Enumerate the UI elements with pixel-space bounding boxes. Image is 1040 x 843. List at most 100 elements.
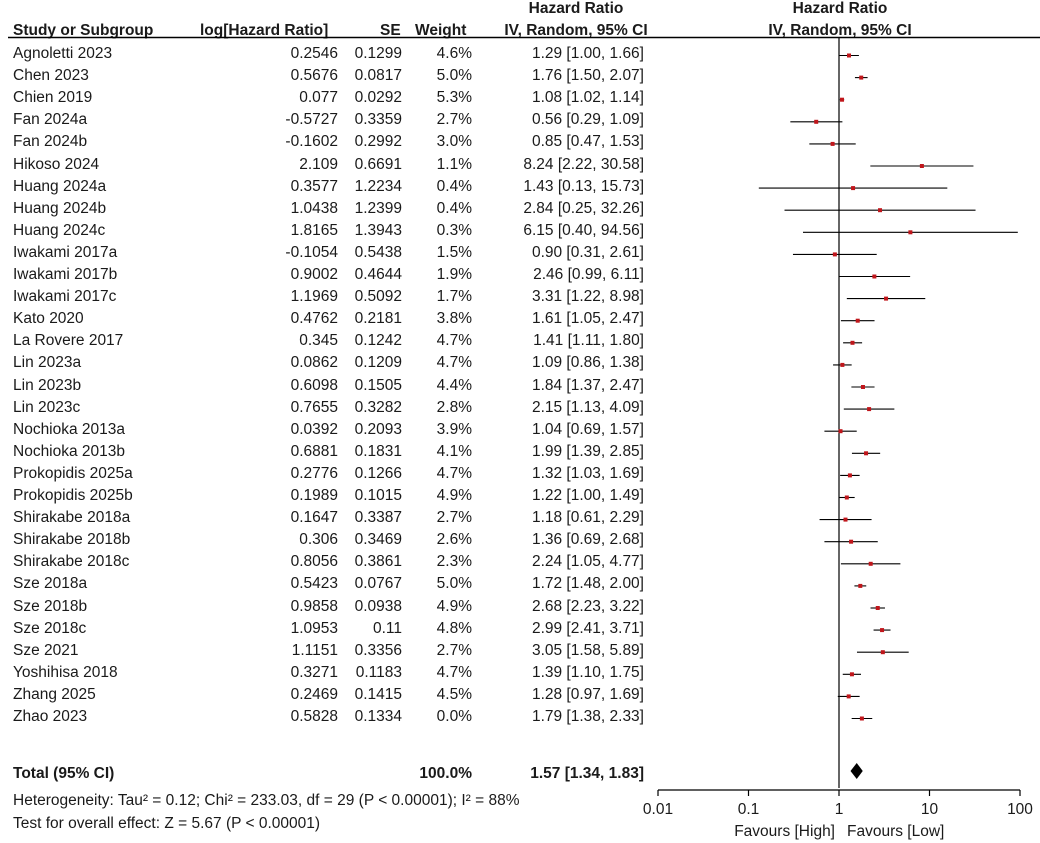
study-weight: 3.9% [436, 420, 472, 438]
study-name: Huang 2024c [13, 221, 106, 239]
plot-header-bottom: IV, Random, 95% CI [768, 22, 912, 39]
study-name: Sze 2018c [13, 619, 87, 637]
effect-marker [843, 517, 848, 522]
hazard-ratio-ci: 1.08 [1.02, 1.14] [531, 89, 644, 107]
study-name: Lin 2023b [13, 376, 82, 394]
study-name: Shirakabe 2018a [13, 509, 131, 527]
study-weight: 2.7% [436, 509, 472, 527]
study-weight: 4.7% [436, 663, 472, 681]
log-hazard-ratio: 0.1647 [290, 509, 338, 527]
x-tick-label: 0.1 [738, 801, 760, 818]
col-header-loghr: log[Hazard Ratio] [200, 22, 329, 39]
study-name: Sze 2018a [13, 575, 88, 593]
hazard-ratio-ci: 2.84 [0.25, 32.26] [523, 199, 644, 217]
study-name: Shirakabe 2018c [13, 553, 130, 571]
hazard-ratio-ci: 3.05 [1.58, 5.89] [531, 641, 644, 659]
standard-error: 0.3282 [354, 398, 402, 416]
effect-marker [830, 141, 835, 146]
standard-error: 0.1015 [354, 487, 402, 504]
standard-error: 0.1209 [354, 354, 402, 372]
log-hazard-ratio: 0.2546 [290, 45, 338, 62]
study-weight: 4.1% [436, 442, 472, 460]
hazard-ratio-ci: 1.22 [1.00, 1.49] [531, 487, 644, 504]
hazard-ratio-ci: 6.15 [0.40, 94.56] [523, 221, 644, 239]
effect-marker [851, 186, 856, 191]
hazard-ratio-ci: 1.43 [0.13, 15.73] [523, 177, 644, 195]
col-header-hr-top: Hazard Ratio [528, 0, 624, 17]
study-weight: 4.7% [436, 354, 472, 372]
standard-error: 0.3387 [354, 509, 402, 527]
study-weight: 0.3% [436, 221, 472, 239]
log-hazard-ratio: 0.9858 [290, 597, 338, 615]
study-name: Hikoso 2024 [13, 155, 100, 173]
plot-header-top: Hazard Ratio [792, 0, 888, 17]
study-weight: 2.6% [436, 531, 472, 549]
col-header-study: Study or Subgroup [13, 22, 154, 39]
log-hazard-ratio: 0.9002 [290, 266, 338, 283]
study-weight: 1.9% [436, 266, 472, 283]
study-weight: 3.8% [436, 310, 472, 328]
effect-marker [847, 473, 852, 478]
total-ci: 1.57 [1.34, 1.83] [530, 765, 644, 782]
effect-marker [849, 672, 854, 677]
effect-marker [875, 606, 880, 610]
hazard-ratio-ci: 1.76 [1.50, 2.07] [531, 67, 644, 85]
hazard-ratio-ci: 1.28 [0.97, 1.69] [531, 685, 644, 703]
study-name: Sze 2018b [13, 597, 88, 615]
log-hazard-ratio: -0.1602 [285, 133, 338, 151]
log-hazard-ratio: 1.0438 [290, 199, 338, 217]
study-name: Zhang 2025 [13, 685, 96, 703]
x-tick-label: 1 [835, 801, 844, 818]
study-name: Zhao 2023 [13, 708, 88, 725]
standard-error: 0.5438 [354, 243, 402, 261]
hazard-ratio-ci: 1.32 [1.03, 1.69] [531, 464, 644, 482]
log-hazard-ratio: -0.5727 [285, 111, 338, 129]
effect-marker [840, 97, 845, 102]
study-name: La Rovere 2017 [13, 332, 124, 350]
log-hazard-ratio: 0.077 [299, 89, 338, 107]
overall-effect-text: Test for overall effect: Z = 5.67 (P < 0… [13, 815, 321, 832]
col-header-weight: Weight [415, 22, 467, 39]
effect-marker [878, 208, 883, 213]
study-name: Iwakami 2017a [13, 243, 118, 261]
study-weight: 4.5% [436, 685, 472, 703]
effect-marker [850, 340, 855, 345]
study-weight: 5.3% [436, 89, 472, 107]
hazard-ratio-ci: 1.36 [0.69, 2.68] [531, 531, 644, 549]
effect-marker [859, 716, 864, 721]
standard-error: 0.3861 [354, 553, 402, 571]
standard-error: 0.2181 [354, 310, 402, 328]
pooled-diamond [850, 763, 863, 779]
standard-error: 0.3356 [354, 641, 402, 659]
effect-marker [919, 164, 924, 168]
log-hazard-ratio: 0.345 [299, 332, 338, 350]
x-tick-label: 0.01 [643, 801, 673, 818]
x-tick-label: 10 [921, 801, 939, 818]
hazard-ratio-ci: 2.68 [2.23, 3.22] [531, 597, 644, 615]
standard-error: 0.6691 [354, 155, 402, 173]
x-tick-label: 100 [1007, 801, 1033, 818]
log-hazard-ratio: 0.2469 [290, 685, 338, 703]
study-weight: 1.7% [436, 288, 472, 306]
standard-error: 0.1183 [355, 663, 402, 681]
study-name: Fan 2024a [13, 111, 88, 129]
standard-error: 0.1505 [354, 376, 402, 394]
hazard-ratio-ci: 8.24 [2.22, 30.58] [523, 155, 644, 173]
study-name: Yoshihisa 2018 [13, 663, 118, 681]
standard-error: 0.1415 [354, 685, 402, 703]
log-hazard-ratio: 0.3577 [290, 177, 338, 195]
study-name: Huang 2024a [13, 177, 107, 195]
log-hazard-ratio: 0.7655 [290, 398, 338, 416]
log-hazard-ratio: 0.2776 [290, 464, 338, 482]
study-name: Kato 2020 [13, 310, 84, 328]
hazard-ratio-ci: 2.15 [1.13, 4.09] [531, 398, 644, 416]
hazard-ratio-ci: 2.46 [0.99, 6.11] [533, 266, 644, 283]
col-header-se: SE [380, 22, 401, 39]
hazard-ratio-ci: 1.41 [1.11, 1.80] [533, 332, 644, 350]
study-weight: 4.6% [436, 45, 472, 62]
effect-marker [867, 407, 872, 412]
log-hazard-ratio: 1.1151 [291, 641, 338, 659]
study-weight: 4.7% [436, 464, 472, 482]
study-name: Fan 2024b [13, 133, 88, 151]
standard-error: 0.1266 [354, 464, 402, 482]
